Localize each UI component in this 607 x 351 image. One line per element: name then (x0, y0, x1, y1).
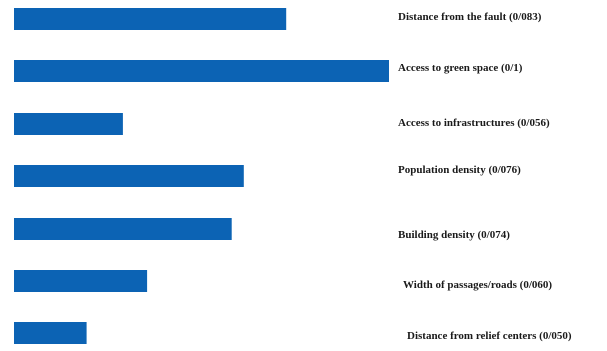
bar-1 (14, 8, 287, 30)
bar-2 (14, 60, 389, 82)
bar-5 (14, 218, 232, 240)
bar-label-4: Population density (0/076) (398, 164, 521, 176)
bar-label-1: Distance from the fault (0/083) (398, 11, 542, 23)
bar-7 (14, 322, 87, 344)
bar-label-3: Access to infrastructures (0/056) (398, 117, 550, 129)
bar-label-2: Access to green space (0/1) (398, 62, 523, 74)
labels-group: Distance from the fault (0/083) Access to… (398, 11, 572, 342)
bars-group (14, 8, 389, 344)
bar-3 (14, 113, 123, 135)
bar-label-6: Width of passages/roads (0/060) (403, 279, 552, 291)
bar-4 (14, 165, 244, 187)
bar-label-5: Building density (0/074) (398, 229, 510, 241)
bar-6 (14, 270, 148, 292)
bar-label-7: Distance from relief centers (0/050) (407, 330, 572, 342)
